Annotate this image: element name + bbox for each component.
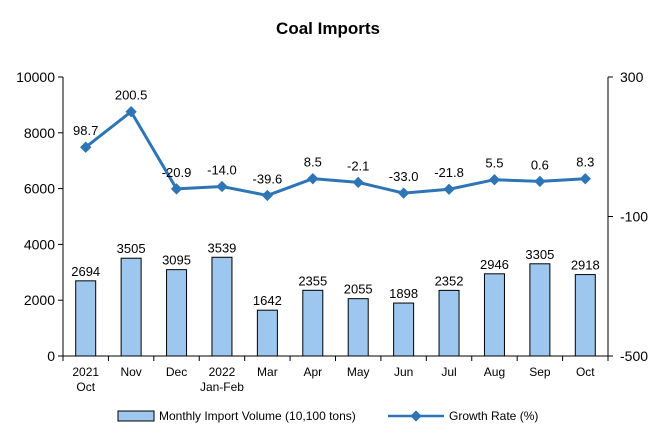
x-tick-label: Oct xyxy=(76,380,95,394)
line-data-label: -21.8 xyxy=(434,165,464,180)
bar-data-label: 1898 xyxy=(389,286,418,301)
x-tick-label: Sep xyxy=(529,365,551,379)
x-tick-label: Jun xyxy=(394,365,413,379)
bar xyxy=(438,289,460,357)
bar-data-label: 2352 xyxy=(435,273,464,288)
line-data-label: -14.0 xyxy=(207,163,237,178)
legend-bar-label: Monthly Import Volume (10,100 tons) xyxy=(159,409,356,423)
bar-data-label: 2694 xyxy=(71,264,100,279)
legend-line-marker xyxy=(410,410,422,422)
x-tick-label: May xyxy=(347,365,370,379)
legend: Monthly Import Volume (10,100 tons) Grow… xyxy=(117,409,538,423)
left-tick-label: 6000 xyxy=(24,181,55,197)
left-tick-label: 8000 xyxy=(24,125,55,141)
bar xyxy=(393,302,415,357)
bar xyxy=(166,269,188,357)
bar-data-label: 1642 xyxy=(253,293,282,308)
line-data-label: 200.5 xyxy=(115,88,148,103)
line-data-label: -2.1 xyxy=(347,158,369,173)
right-tick-label: 300 xyxy=(620,69,644,85)
line-data-label: 8.5 xyxy=(304,155,322,170)
line-data-label: -20.9 xyxy=(162,165,192,180)
line-point xyxy=(397,187,410,199)
x-tick-label: Jul xyxy=(441,365,456,379)
left-tick-label: 2000 xyxy=(24,292,55,308)
line-point xyxy=(579,173,591,185)
line-point xyxy=(170,183,183,195)
bar-data-label: 2055 xyxy=(344,282,373,297)
line-data-label: 98.7 xyxy=(73,123,98,138)
x-tick-label: 2021 xyxy=(72,365,99,379)
bar-data-label: 2946 xyxy=(480,257,509,272)
bar xyxy=(302,289,324,357)
x-tick-label: 2022 xyxy=(209,365,236,379)
right-tick-label: -100 xyxy=(620,209,648,225)
line-point xyxy=(216,180,228,193)
right-tick-label: -500 xyxy=(620,348,648,364)
line-point xyxy=(352,176,364,189)
bar xyxy=(256,309,278,357)
bar-data-label: 3505 xyxy=(117,241,146,256)
line-data-label: 8.3 xyxy=(576,155,594,170)
bar-data-label: 3305 xyxy=(525,247,554,262)
x-tick-label: Dec xyxy=(166,365,187,379)
x-tick-label: Apr xyxy=(303,365,322,379)
legend-line-label: Growth Rate (%) xyxy=(449,409,538,423)
x-tick-label: Aug xyxy=(484,365,505,379)
bar-data-label: 3539 xyxy=(207,240,236,255)
left-tick-label: 0 xyxy=(47,348,55,364)
line-data-label: 0.6 xyxy=(531,157,549,172)
right-axis-ticks: -500 -100 300 xyxy=(608,69,648,364)
line-data-label: -39.6 xyxy=(253,171,283,186)
x-tick-label: Oct xyxy=(576,365,595,379)
left-tick-label: 4000 xyxy=(24,236,55,252)
line-data-label: 5.5 xyxy=(485,156,503,171)
bar xyxy=(483,273,505,357)
x-tick-label: Mar xyxy=(257,365,278,379)
bar-data-labels: 2694 3505 3095 3539 1642 2355 2055 1898 2352 2946… xyxy=(71,240,600,308)
line-point xyxy=(307,173,319,185)
legend-bar-swatch xyxy=(117,410,155,422)
bar-data-label: 3095 xyxy=(162,253,191,268)
bar xyxy=(347,298,369,357)
bar-data-label: 2355 xyxy=(298,273,327,288)
line-point xyxy=(443,183,455,195)
line-point xyxy=(488,174,501,186)
line-point xyxy=(261,189,274,202)
line-point xyxy=(534,175,546,188)
bar xyxy=(529,263,551,357)
bar xyxy=(120,257,142,357)
left-axis-ticks: 0 2000 4000 6000 8000 10000 xyxy=(16,69,63,364)
x-tick-label: Nov xyxy=(120,365,141,379)
line-data-labels: 98.7 200.5 -20.9 -14.0 -39.6 8.5 -2.1 -33.0 -21.… xyxy=(73,88,594,187)
line-data-label: -33.0 xyxy=(389,169,419,184)
left-tick-label: 10000 xyxy=(16,69,55,85)
bar xyxy=(75,280,97,357)
bar-data-label: 2918 xyxy=(571,258,600,273)
line-series xyxy=(80,106,591,202)
bar xyxy=(574,274,596,357)
bar xyxy=(211,256,233,357)
growth-line xyxy=(84,110,586,197)
x-tick-label: Jan-Feb xyxy=(200,380,244,394)
chart-title: Coal Imports xyxy=(276,19,380,38)
bar-series xyxy=(75,256,596,357)
